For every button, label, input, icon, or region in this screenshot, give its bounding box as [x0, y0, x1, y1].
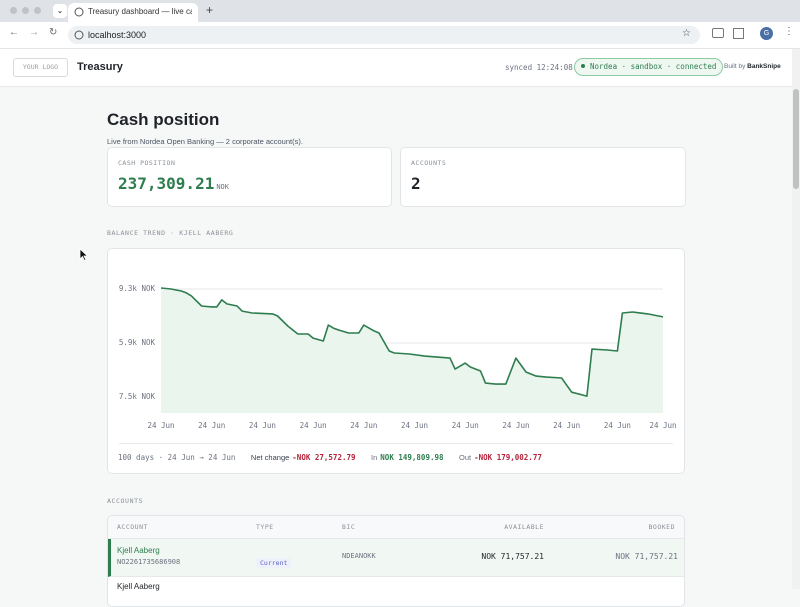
column-header: TYPE — [256, 523, 274, 531]
tab-title: Treasury dashboard — live ca — [88, 7, 192, 16]
scroll-thumb[interactable] — [793, 89, 799, 189]
in-value: NOK 149,809.98 — [380, 453, 444, 462]
forward[interactable]: → — [29, 27, 39, 38]
column-header: ACCOUNT — [117, 523, 148, 531]
profile[interactable]: G — [760, 27, 773, 40]
tab-bar: ⌄ Treasury dashboard — live ca + — [0, 0, 800, 22]
area — [161, 288, 663, 413]
bic: NDEANOKK — [342, 552, 376, 560]
x-tick-label: 24 Jun — [649, 421, 676, 430]
x-tick-label: 24 Jun — [553, 421, 580, 430]
address-bar: ← → ↻ localhost:3000 ☆ G ⋮ — [0, 22, 800, 49]
out-label: Out — [459, 453, 472, 462]
cash-card: CASH POSITION 237,309.21 NOK — [107, 147, 392, 207]
window-zoom[interactable] — [34, 7, 41, 14]
cash-amount: 237,309.21 — [118, 174, 215, 193]
section-label: BALANCE TREND · KJELL AABERG — [107, 229, 234, 237]
accounts-table: ACCOUNT TYPE BIC AVAILABLE BOOKED Kjell … — [107, 515, 685, 607]
brand: BankSnipe — [747, 63, 781, 70]
logo: YOUR LOGO — [13, 58, 68, 77]
type-pill: Current — [256, 558, 292, 568]
bookmark[interactable]: ☆ — [682, 28, 691, 39]
table-row[interactable]: Kjell Aaberg — [108, 577, 684, 606]
built-by: Built by BankSnipe — [724, 63, 781, 70]
extensions[interactable] — [733, 28, 744, 39]
x-tick-label: 24 Jun — [350, 421, 377, 430]
status-text: Nordea · sandbox · connected — [590, 62, 717, 71]
y-tick-label: 5.9k NOK — [119, 338, 156, 347]
url-field[interactable]: localhost:3000 ☆ — [68, 26, 700, 44]
synced-time: synced 12:24:08 — [505, 63, 573, 72]
divider — [119, 443, 673, 444]
cash-unit: NOK — [216, 183, 229, 191]
x-tick-label: 24 Jun — [502, 421, 529, 430]
tab[interactable]: Treasury dashboard — live ca — [68, 3, 198, 22]
x-tick-label: 24 Jun — [147, 421, 174, 430]
y-tick-label: 7.5k NOK — [119, 392, 156, 401]
back[interactable]: ← — [9, 27, 19, 38]
cursor — [79, 248, 89, 262]
page-title: Cash position — [107, 110, 220, 129]
new-tab[interactable]: + — [206, 3, 214, 17]
window-minimize[interactable] — [22, 7, 29, 14]
chart-card: 9.3k NOK 5.9k NOK 7.5k NOK 24 Jun 24 Jun 24 J… — [107, 248, 685, 474]
x-tick-label: 24 Jun — [604, 421, 631, 430]
app-title: Treasury — [77, 61, 123, 73]
card-label: ACCOUNTS — [411, 159, 447, 167]
page-subtitle: Live from Nordea Open Banking — 2 corpor… — [107, 137, 303, 146]
summary: 100 days · 24 Jun → 24 Jun Net change -NO… — [118, 453, 545, 462]
x-tick-label: 24 Jun — [300, 421, 327, 430]
x-tick-label: 24 Jun — [249, 421, 276, 430]
line — [160, 287, 664, 397]
card-value: 237,309.21 NOK — [118, 174, 229, 193]
in-label: In — [371, 453, 378, 462]
out-value: -NOK 179,002.77 — [474, 453, 542, 462]
table-header: ACCOUNT TYPE BIC AVAILABLE BOOKED — [108, 516, 684, 539]
menu[interactable]: ⋮ — [784, 26, 794, 37]
table-row[interactable]: Kjell Aaberg NO2261735686908 Current NDE… — [108, 539, 684, 577]
section-label: ACCOUNTS — [107, 497, 144, 505]
account-name: Kjell Aaberg — [117, 582, 160, 591]
accounts-card: ACCOUNTS 2 — [400, 147, 686, 207]
card-value: 2 — [411, 174, 421, 193]
scrollbar[interactable] — [792, 49, 800, 589]
account-name: Kjell Aaberg — [117, 546, 160, 555]
url: localhost:3000 — [88, 30, 147, 40]
chart: 9.3k NOK 5.9k NOK 7.5k NOK 24 Jun 24 Jun 24 J… — [119, 284, 677, 430]
window-close[interactable] — [10, 7, 17, 14]
range: 100 days · 24 Jun → 24 Jun — [118, 453, 236, 462]
tab-icon — [74, 7, 84, 17]
site-info — [74, 30, 84, 40]
net-label: Net change — [250, 453, 290, 462]
account-iban: NO2261735686908 — [117, 558, 181, 566]
available: NOK 71,757.21 — [481, 552, 544, 561]
x-tick-label: 24 Jun — [198, 421, 225, 430]
column-header: BOOKED — [648, 523, 675, 531]
card-label: CASH POSITION — [118, 159, 176, 167]
camera-icon[interactable] — [712, 28, 724, 38]
x-tick-label: 24 Jun — [401, 421, 428, 430]
x-tick-label: 24 Jun — [452, 421, 479, 430]
y-tick-label: 9.3k NOK — [119, 284, 156, 293]
column-header: BIC — [342, 523, 356, 531]
column-header: AVAILABLE — [504, 523, 544, 531]
app-header: YOUR LOGO Treasury synced 12:24:08 Norde… — [0, 49, 792, 87]
reload[interactable]: ↻ — [49, 27, 58, 38]
status-pill: Nordea · sandbox · connected — [574, 58, 724, 76]
type-cell: Current — [256, 552, 292, 570]
booked: NOK 71,757.21 — [615, 552, 678, 561]
net-value: -NOK 27,572.79 — [292, 453, 356, 462]
tab-menu[interactable]: ⌄ — [53, 4, 67, 18]
built-by-text: Built by — [724, 63, 746, 70]
